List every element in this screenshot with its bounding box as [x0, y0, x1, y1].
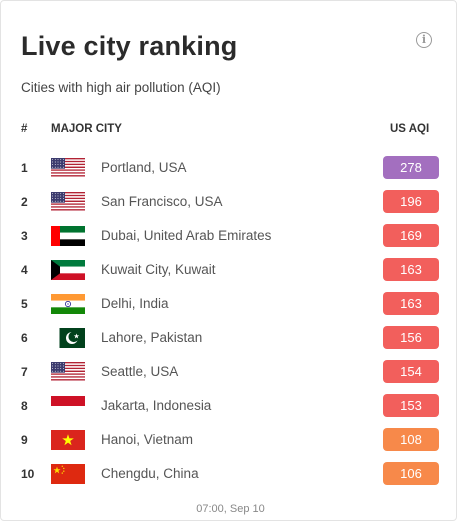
- city-name[interactable]: Seattle, USA: [101, 364, 179, 379]
- uae-flag-icon: [51, 226, 85, 246]
- rank-number: 4: [21, 263, 28, 277]
- china-flag-icon: [51, 464, 85, 484]
- table-row[interactable]: 1 Portland, USA 278: [1, 151, 459, 185]
- table-row[interactable]: 10 Chengdu, China 106: [1, 457, 459, 491]
- aqi-badge: 154: [383, 360, 439, 383]
- aqi-badge: 169: [383, 224, 439, 247]
- table-row[interactable]: 2 San Francisco, USA 196: [1, 185, 459, 219]
- page-title: Live city ranking: [21, 31, 238, 61]
- aqi-badge: 163: [383, 258, 439, 281]
- table-row[interactable]: 7 Seattle, USA 154: [1, 355, 459, 389]
- usa-flag-icon: [51, 362, 85, 382]
- update-timestamp: 07:00, Sep 10: [196, 503, 265, 515]
- table-row[interactable]: 6 Lahore, Pakistan 156: [1, 321, 459, 355]
- info-icon[interactable]: i: [416, 32, 432, 48]
- column-header-rank: #: [21, 123, 28, 135]
- india-flag-icon: [51, 294, 85, 314]
- city-name[interactable]: Hanoi, Vietnam: [101, 432, 194, 447]
- city-name[interactable]: Kuwait City, Kuwait: [101, 262, 216, 277]
- city-name[interactable]: Jakarta, Indonesia: [101, 398, 212, 413]
- table-row[interactable]: 9 Hanoi, Vietnam 108: [1, 423, 459, 457]
- table-row[interactable]: 5 Delhi, India 163: [1, 287, 459, 321]
- column-header-city: MAJOR CITY: [51, 123, 122, 135]
- rank-number: 6: [21, 331, 28, 345]
- pakistan-flag-icon: [51, 328, 85, 348]
- usa-flag-icon: [51, 192, 85, 212]
- aqi-badge: 153: [383, 394, 439, 417]
- usa-flag-icon: [51, 158, 85, 178]
- rank-number: 5: [21, 297, 28, 311]
- aqi-badge: 196: [383, 190, 439, 213]
- vietnam-flag-icon: [51, 430, 85, 450]
- indonesia-flag-icon: [51, 396, 85, 416]
- aqi-badge: 163: [383, 292, 439, 315]
- aqi-badge: 106: [383, 462, 439, 485]
- aqi-badge: 278: [383, 156, 439, 179]
- rank-number: 2: [21, 195, 28, 209]
- table-row[interactable]: 4 Kuwait City, Kuwait 163: [1, 253, 459, 287]
- rank-number: 7: [21, 365, 28, 379]
- column-header-aqi: US AQI: [390, 123, 430, 135]
- rank-number: 9: [21, 433, 28, 447]
- city-name[interactable]: Dubai, United Arab Emirates: [101, 228, 272, 243]
- aqi-badge: 156: [383, 326, 439, 349]
- table-row[interactable]: 8 Jakarta, Indonesia 153: [1, 389, 459, 423]
- city-name[interactable]: Delhi, India: [101, 296, 169, 311]
- table-row[interactable]: 3 Dubai, United Arab Emirates 169: [1, 219, 459, 253]
- rank-number: 10: [21, 467, 35, 481]
- city-name[interactable]: Lahore, Pakistan: [101, 330, 203, 345]
- ranking-list: 1 Portland, USA 278 2 San Francisco, USA 196 3…: [1, 151, 459, 491]
- rank-number: 1: [21, 161, 28, 175]
- rank-number: 8: [21, 399, 28, 413]
- aqi-badge: 108: [383, 428, 439, 451]
- city-name[interactable]: San Francisco, USA: [101, 194, 223, 209]
- page-subtitle: Cities with high air pollution (AQI): [21, 80, 221, 95]
- kuwait-flag-icon: [51, 260, 85, 280]
- rank-number: 3: [21, 229, 28, 243]
- city-name[interactable]: Portland, USA: [101, 160, 187, 175]
- city-name[interactable]: Chengdu, China: [101, 466, 199, 481]
